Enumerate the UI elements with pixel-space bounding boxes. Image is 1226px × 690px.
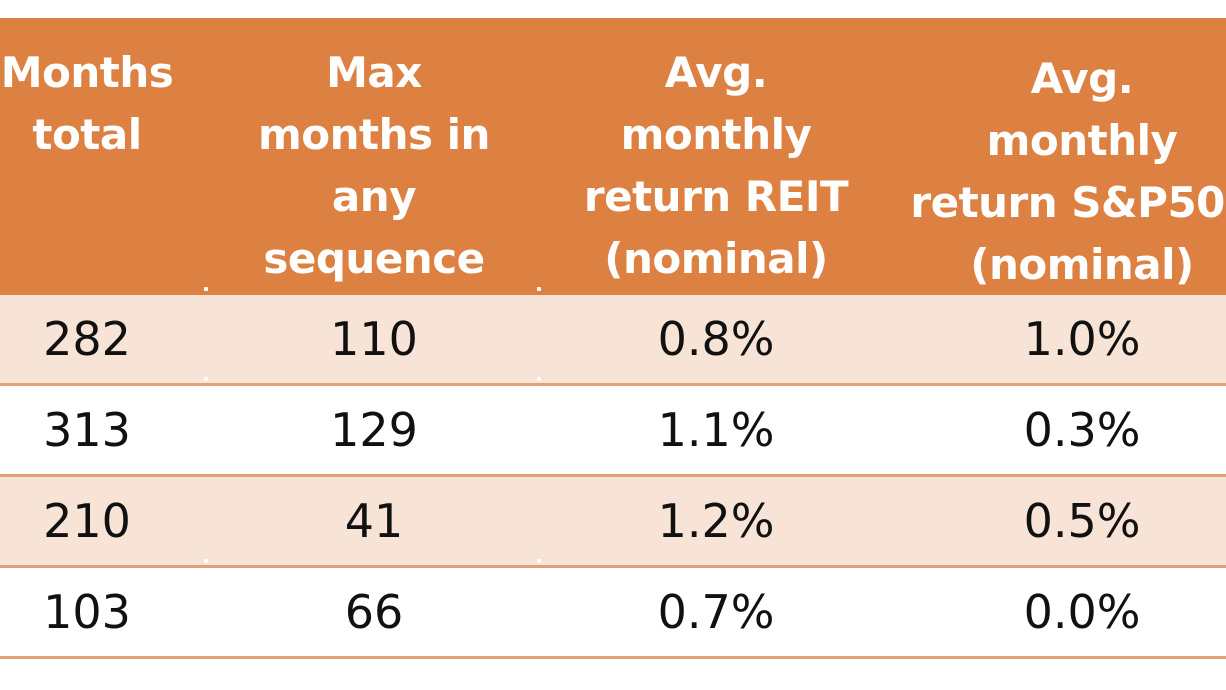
header-line: Avg. (664, 48, 768, 97)
returns-table: Months total Max months in any sequence … (0, 18, 1226, 659)
header-line: monthly (620, 110, 812, 159)
cell-avg-return-sp500: 0.3% (1023, 403, 1141, 457)
table-row: 210 41 1.2% 0.5% (0, 477, 1226, 565)
cell-max-months: 41 (344, 494, 404, 548)
cell-avg-return-reit: 0.7% (657, 585, 775, 639)
cell-max-months: 66 (344, 585, 404, 639)
table-row: 103 66 0.7% 0.0% (0, 568, 1226, 656)
header-avg-return-sp500: Avg. monthly return S&P500 (nominal) (892, 18, 1226, 295)
header-line: return REIT (583, 172, 849, 221)
header-line: total (32, 110, 142, 159)
cell-avg-return-sp500: 0.0% (1023, 585, 1141, 639)
cell-avg-return-reit: 0.8% (657, 312, 775, 366)
cell-marker (537, 559, 541, 563)
table-row: 313 129 1.1% 0.3% (0, 386, 1226, 474)
header-line: (nominal) (970, 240, 1194, 289)
row-divider (0, 383, 1226, 386)
cell-months-total: 210 (43, 494, 131, 548)
cell-marker (537, 377, 541, 381)
cell-marker (204, 377, 208, 381)
cell-marker (537, 287, 541, 291)
cell-avg-return-sp500: 1.0% (1023, 312, 1141, 366)
row-divider (0, 474, 1226, 477)
header-line: (nominal) (604, 234, 828, 283)
header-line: sequence (263, 234, 485, 283)
header-line: monthly (986, 116, 1178, 165)
header-line: return S&P500 (910, 178, 1226, 227)
cell-months-total: 103 (43, 585, 131, 639)
header-max-months: Max months in any sequence (208, 18, 540, 295)
header-months-total: Months total (0, 18, 208, 295)
table-row: 282 110 0.8% 1.0% (0, 295, 1226, 383)
cell-max-months: 110 (330, 312, 418, 366)
cell-avg-return-reit: 1.1% (657, 403, 775, 457)
cell-max-months: 129 (330, 403, 418, 457)
header-line: Avg. (1030, 54, 1134, 103)
cell-months-total: 282 (43, 312, 131, 366)
cell-avg-return-sp500: 0.5% (1023, 494, 1141, 548)
header-line: Months (0, 48, 174, 97)
cell-months-total: 313 (43, 403, 131, 457)
cell-marker (204, 559, 208, 563)
header-line: months in (258, 110, 490, 159)
row-divider (0, 565, 1226, 568)
row-divider (0, 656, 1226, 659)
header-line: any (331, 172, 417, 221)
header-avg-return-reit: Avg. monthly return REIT (nominal) (540, 18, 892, 295)
table-header-row: Months total Max months in any sequence … (0, 18, 1226, 295)
cell-avg-return-reit: 1.2% (657, 494, 775, 548)
cell-marker (204, 287, 208, 291)
header-line: Max (326, 48, 422, 97)
